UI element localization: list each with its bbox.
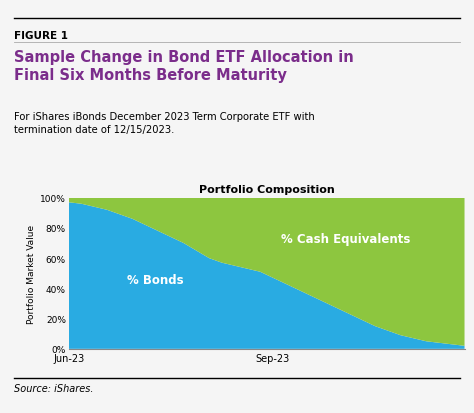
Text: FIGURE 1: FIGURE 1 (14, 31, 68, 41)
Y-axis label: Portfolio Market Value: Portfolio Market Value (27, 224, 36, 323)
Text: % Cash Equivalents: % Cash Equivalents (281, 233, 410, 245)
Text: For iShares iBonds December 2023 Term Corporate ETF with
termination date of 12/: For iShares iBonds December 2023 Term Co… (14, 112, 315, 134)
Text: % Bonds: % Bonds (128, 273, 184, 286)
Text: Sample Change in Bond ETF Allocation in
Final Six Months Before Maturity: Sample Change in Bond ETF Allocation in … (14, 50, 354, 83)
Title: Portfolio Composition: Portfolio Composition (199, 185, 335, 195)
Text: Source: iShares.: Source: iShares. (14, 383, 94, 393)
